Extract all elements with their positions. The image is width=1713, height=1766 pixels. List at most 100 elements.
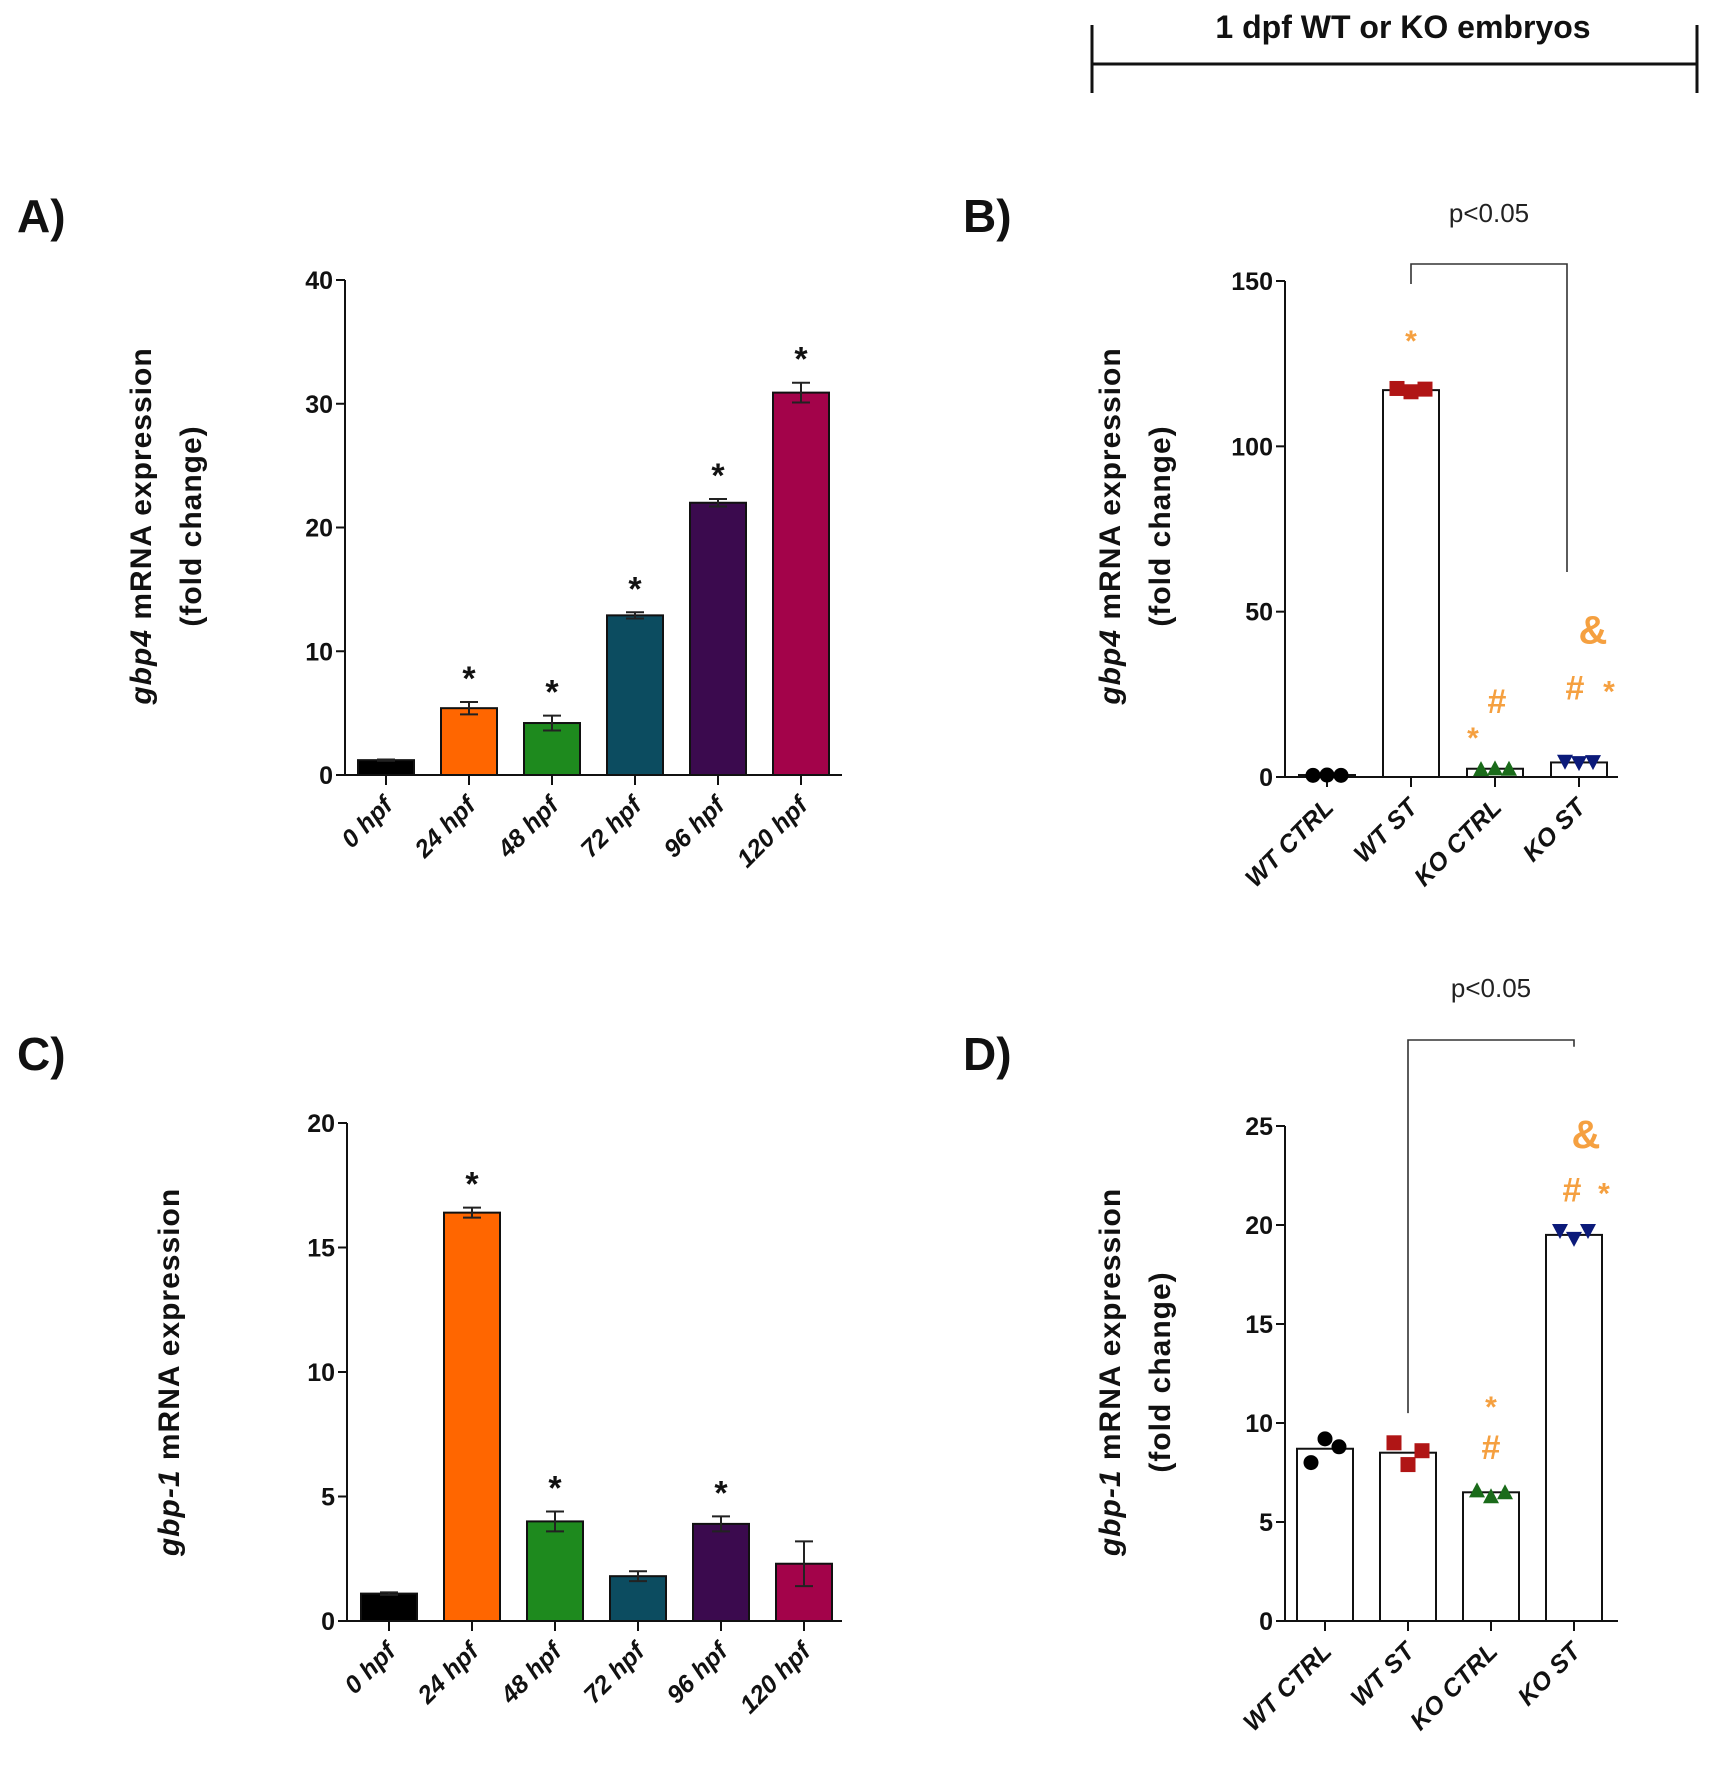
x-tick-label: 48 hpf	[492, 790, 566, 864]
data-point	[1386, 1435, 1402, 1451]
data-point	[1331, 1439, 1347, 1455]
bar	[772, 391, 830, 776]
data-point	[1585, 755, 1601, 771]
y-tick-label: 10	[1245, 1410, 1273, 1438]
data-point	[1566, 1231, 1582, 1247]
x-tick-label: 96 hpf	[658, 790, 732, 864]
y-axis-label: gbp4 mRNA expression	[1094, 347, 1127, 705]
data-point	[1403, 384, 1419, 400]
x-tick-label: KO ST	[1517, 792, 1593, 868]
bar	[606, 614, 664, 776]
bar	[523, 722, 581, 777]
significance-annotation: #	[1563, 1171, 1582, 1209]
x-tick-label: 24 hpf	[412, 1636, 486, 1710]
y-tick-label: 0	[319, 762, 333, 790]
y-tick-label: 25	[1245, 1113, 1273, 1141]
x-tick-label: 0 hpf	[336, 790, 400, 854]
data-point	[1501, 760, 1517, 776]
bar	[1379, 1451, 1437, 1622]
data-point	[1333, 767, 1349, 783]
significance-annotation: *	[1405, 325, 1417, 358]
y-tick-label: 20	[307, 1110, 335, 1138]
x-tick-label: 120 hpf	[735, 1636, 819, 1720]
y-tick-label: 0	[321, 1608, 335, 1636]
comparison-bracket	[1407, 1039, 1575, 1414]
y-axis-label-text: mRNA expression	[1094, 1188, 1127, 1470]
significance-marker: *	[628, 570, 642, 608]
error-bar	[463, 1206, 481, 1219]
bar	[360, 1592, 418, 1622]
significance-annotation: *	[1485, 1391, 1497, 1424]
error-bar	[460, 700, 478, 716]
x-tick-label: 120 hpf	[732, 790, 816, 874]
y-tick-label: 10	[305, 638, 333, 666]
data-point	[1487, 760, 1503, 776]
y-tick-label: 0	[1259, 764, 1273, 792]
y-tick-label: 30	[305, 391, 333, 419]
bar	[357, 759, 415, 777]
x-tick-label: WT ST	[1345, 1636, 1422, 1713]
data-point	[1417, 381, 1433, 397]
data-point	[1305, 767, 1321, 783]
panel-label: C)	[17, 1028, 66, 1080]
significance-annotation: #	[1482, 1429, 1501, 1467]
data-point	[1400, 1457, 1416, 1473]
data-point	[1483, 1488, 1499, 1504]
data-point	[1473, 761, 1489, 777]
x-tick-label: 24 hpf	[409, 790, 483, 864]
x-tick-label: KO CTRL	[1409, 793, 1507, 891]
y-axis-label-gene: gbp-1	[153, 1469, 186, 1557]
header-title: 1 dpf WT or KO embryos	[1215, 9, 1590, 45]
significance-annotation: #	[1566, 670, 1585, 708]
panel-d: D) gbp-1 mRNA expression (fold change) 0 5 10…	[963, 973, 1618, 1737]
x-tick-label: 72 hpf	[578, 1636, 652, 1710]
y-tick-label: 10	[307, 1359, 335, 1387]
comparison-label: p<0.05	[1449, 198, 1529, 228]
y-tick-label: 20	[1245, 1212, 1273, 1240]
x-tick-label: WT CTRL	[1238, 1637, 1337, 1736]
error-bar	[546, 1510, 564, 1533]
significance-marker: *	[462, 660, 476, 698]
y-axis-label-gene: gbp4	[1094, 629, 1127, 706]
bar	[689, 501, 747, 776]
x-tick-label: 72 hpf	[575, 790, 649, 864]
significance-annotation: *	[1598, 1177, 1610, 1210]
y-axis-label-line2: (fold change)	[1144, 1271, 1177, 1472]
bar	[443, 1211, 501, 1622]
y-tick-label: 50	[1245, 599, 1273, 627]
y-axis-label: gbp4 mRNA expression	[125, 347, 158, 705]
data-point	[1303, 1455, 1319, 1471]
error-bar	[377, 758, 395, 762]
y-axis-label: gbp-1 mRNA expression	[153, 1188, 186, 1557]
comparison-bracket	[1410, 263, 1568, 572]
header-bracket: 1 dpf WT or KO embryos	[1090, 9, 1699, 93]
y-axis-label-line2: (fold change)	[175, 425, 208, 626]
error-bar	[380, 1591, 398, 1596]
significance-annotation: &	[1579, 609, 1608, 653]
panel-label: D)	[963, 1028, 1012, 1080]
x-tick-label: 96 hpf	[661, 1636, 735, 1710]
data-point	[1580, 1223, 1596, 1239]
x-tick-label: 48 hpf	[495, 1636, 569, 1710]
error-bar	[626, 611, 644, 620]
error-bar	[709, 498, 727, 508]
significance-marker: *	[548, 1469, 562, 1507]
significance-marker: *	[711, 457, 725, 495]
bar	[1382, 389, 1440, 778]
x-tick-label: WT ST	[1348, 792, 1425, 869]
panel-a: A) gbp4 mRNA expression (fold change) 0 10 20…	[17, 190, 842, 873]
panel-c: C) gbp-1 mRNA expression 0 5 10 15 20 0 hpf 24 h…	[17, 1028, 842, 1719]
significance-annotation: *	[1467, 722, 1479, 755]
y-tick-label: 0	[1259, 1608, 1273, 1636]
bar	[692, 1522, 750, 1623]
error-bar	[543, 714, 561, 732]
y-tick-label: 15	[307, 1235, 335, 1263]
significance-annotation: *	[1603, 676, 1615, 709]
bar	[1296, 1447, 1354, 1622]
error-bar	[795, 1540, 813, 1588]
bar	[609, 1575, 667, 1623]
bar	[1545, 1233, 1603, 1623]
y-tick-label: 5	[321, 1484, 335, 1512]
x-tick-label: KO ST	[1512, 1636, 1588, 1712]
